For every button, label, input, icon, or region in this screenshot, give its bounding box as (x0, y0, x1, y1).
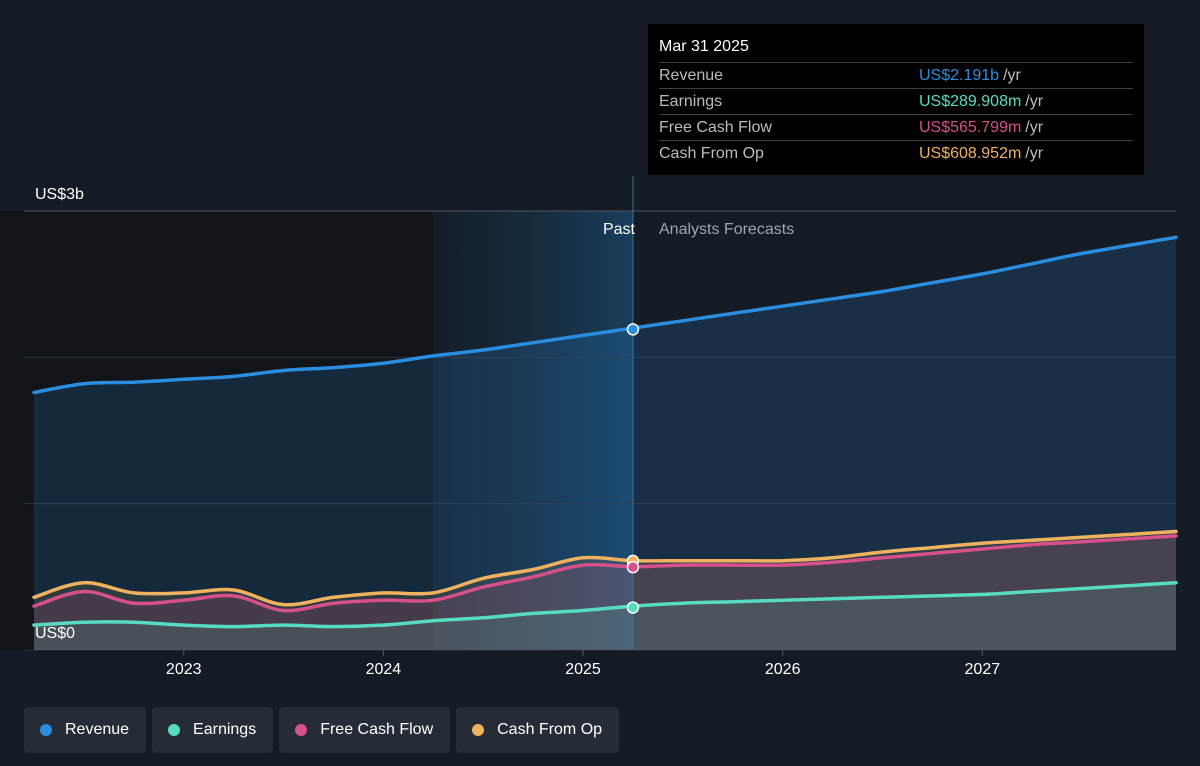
tooltip-value: US$289.908m (919, 93, 1022, 110)
marker-revenue (626, 323, 640, 336)
tooltip-label: Free Cash Flow (659, 119, 772, 136)
x-tick-label: 2027 (965, 661, 1001, 678)
x-tick-label: 2023 (166, 661, 202, 678)
tooltip-value: US$608.952m (919, 145, 1022, 162)
tooltip-unit: /yr (1025, 119, 1044, 136)
tooltip-row-free-cash-flow: Free Cash Flow US$565.799m /yr (659, 114, 1133, 140)
tooltip-unit: /yr (1025, 93, 1044, 110)
tooltip-value: US$2.191b (919, 67, 1000, 84)
tooltip-unit: /yr (1025, 145, 1044, 162)
tooltip-value: US$565.799m (919, 119, 1022, 136)
legend-item-earnings[interactable]: Earnings (152, 707, 274, 753)
x-axis: 2023 2024 2025 2026 2027 (166, 650, 1000, 678)
tooltip-label: Earnings (659, 93, 723, 110)
tooltip-row-revenue: Revenue US$2.191b /yr (659, 62, 1133, 88)
legend-label: Cash From Op (497, 721, 603, 738)
area-revenue (34, 237, 1176, 651)
marker-free-cash-flow (626, 560, 640, 574)
series-markers (626, 323, 640, 614)
line-cash-from-op (32, 529, 1178, 607)
legend-label: Free Cash Flow (320, 721, 434, 738)
area-free-cash-flow (34, 535, 1176, 650)
legend-dot-icon (168, 724, 181, 736)
tooltip-date: Mar 31 2025 (659, 38, 749, 55)
legend-dot-icon (40, 724, 52, 736)
series-areas (34, 237, 1176, 651)
tooltip-row-cash-from-op: Cash From Op US$608.952m /yr (659, 140, 1133, 166)
legend-item-free-cash-flow[interactable]: Free Cash Flow (279, 707, 451, 753)
x-tick-label: 2024 (366, 661, 402, 678)
tooltip-unit: /yr (1003, 67, 1021, 84)
legend-item-cash-from-op[interactable]: Cash From Op (456, 707, 620, 753)
past-label: Past (603, 221, 636, 238)
area-earnings (34, 582, 1176, 650)
line-earnings (32, 580, 1178, 629)
marker-earnings (626, 601, 640, 614)
y-tick-label-top: US$3b (35, 186, 84, 203)
legend-item-revenue[interactable]: Revenue (24, 707, 147, 753)
line-revenue (32, 235, 1178, 395)
x-tick-label: 2026 (765, 661, 801, 678)
legend: Revenue Earnings Free Cash Flow Cash Fro… (24, 707, 620, 753)
tooltip: Mar 31 2025 Revenue US$2.191b /yr Earnin… (648, 24, 1144, 175)
legend-dot-icon (295, 724, 308, 736)
legend-label: Revenue (65, 721, 130, 738)
tooltip-row-earnings: Earnings US$289.908m /yr (659, 88, 1133, 114)
line-free-cash-flow (32, 534, 1178, 613)
area-cash-from-op (34, 531, 1176, 650)
y-tick-label-bottom: US$0 (35, 625, 75, 642)
x-tick-label: 2025 (565, 661, 601, 678)
gridlines (24, 210, 1176, 651)
tooltip-label: Cash From Op (659, 145, 764, 162)
legend-label: Earnings (193, 721, 257, 738)
tooltip-label: Revenue (659, 67, 724, 84)
series-lines (32, 235, 1178, 629)
legend-dot-icon (472, 724, 485, 736)
forecast-label: Analysts Forecasts (659, 221, 794, 238)
